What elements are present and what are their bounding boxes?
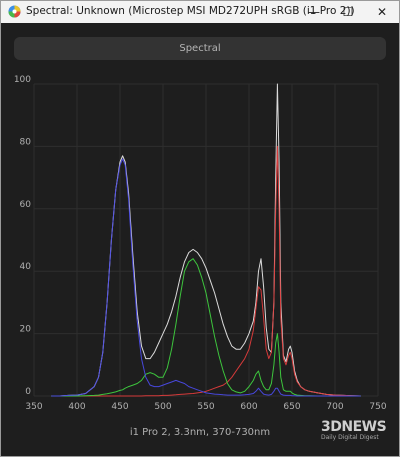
x-tick-label: 750	[369, 402, 386, 412]
y-tick-label: 20	[20, 325, 32, 335]
y-tick-label: 0	[25, 387, 31, 397]
close-icon: ✕	[376, 5, 388, 19]
y-tick-label: 60	[20, 200, 32, 210]
y-tick-label: 80	[20, 137, 32, 147]
series-line-red	[51, 145, 361, 397]
series-line-blue	[51, 158, 361, 397]
x-tick-label: 350	[25, 402, 42, 412]
y-tick-label: 40	[20, 262, 32, 272]
watermark-title: 3DNEWS	[321, 419, 387, 435]
maximize-icon: ☐	[342, 5, 354, 19]
minimize-button[interactable]: —	[297, 1, 331, 23]
y-tick-label: 100	[14, 75, 31, 85]
window-title: Spectral: Unknown (Microstep MSI MD272UP…	[26, 5, 355, 17]
series-line-white	[51, 83, 361, 397]
x-tick-label: 700	[326, 402, 343, 412]
series-line-green	[51, 258, 361, 397]
x-tick-label: 450	[111, 402, 128, 412]
minimize-icon: —	[308, 5, 320, 19]
spectral-chart: 0 20 40 60 80 100 350 400 450 500 550 600 650 700 750	[14, 75, 387, 412]
watermark-subtitle: Daily Digital Digest	[321, 434, 379, 441]
spectral-tab-button[interactable]: Spectral	[14, 37, 386, 60]
x-tick-label: 500	[154, 402, 171, 412]
chart-caption: i1 Pro 2, 3.3nm, 370-730nm	[129, 427, 271, 438]
x-tick-label: 400	[68, 402, 85, 412]
x-tick-label: 650	[283, 402, 300, 412]
close-button[interactable]: ✕	[365, 1, 399, 23]
watermark-logo: 3DNEWS Daily Digital Digest	[321, 420, 387, 442]
x-tick-label: 600	[240, 402, 257, 412]
content-area: Spectral 0 20 40 60 80 100 350 400 450 500 550 600 6…	[1, 23, 399, 456]
x-tick-label: 550	[197, 402, 214, 412]
colorful-circle-icon	[8, 5, 21, 18]
title-bar[interactable]: Spectral: Unknown (Microstep MSI MD272UP…	[1, 1, 399, 23]
maximize-button[interactable]: ☐	[331, 1, 365, 23]
spectral-tab-label: Spectral	[179, 43, 221, 54]
